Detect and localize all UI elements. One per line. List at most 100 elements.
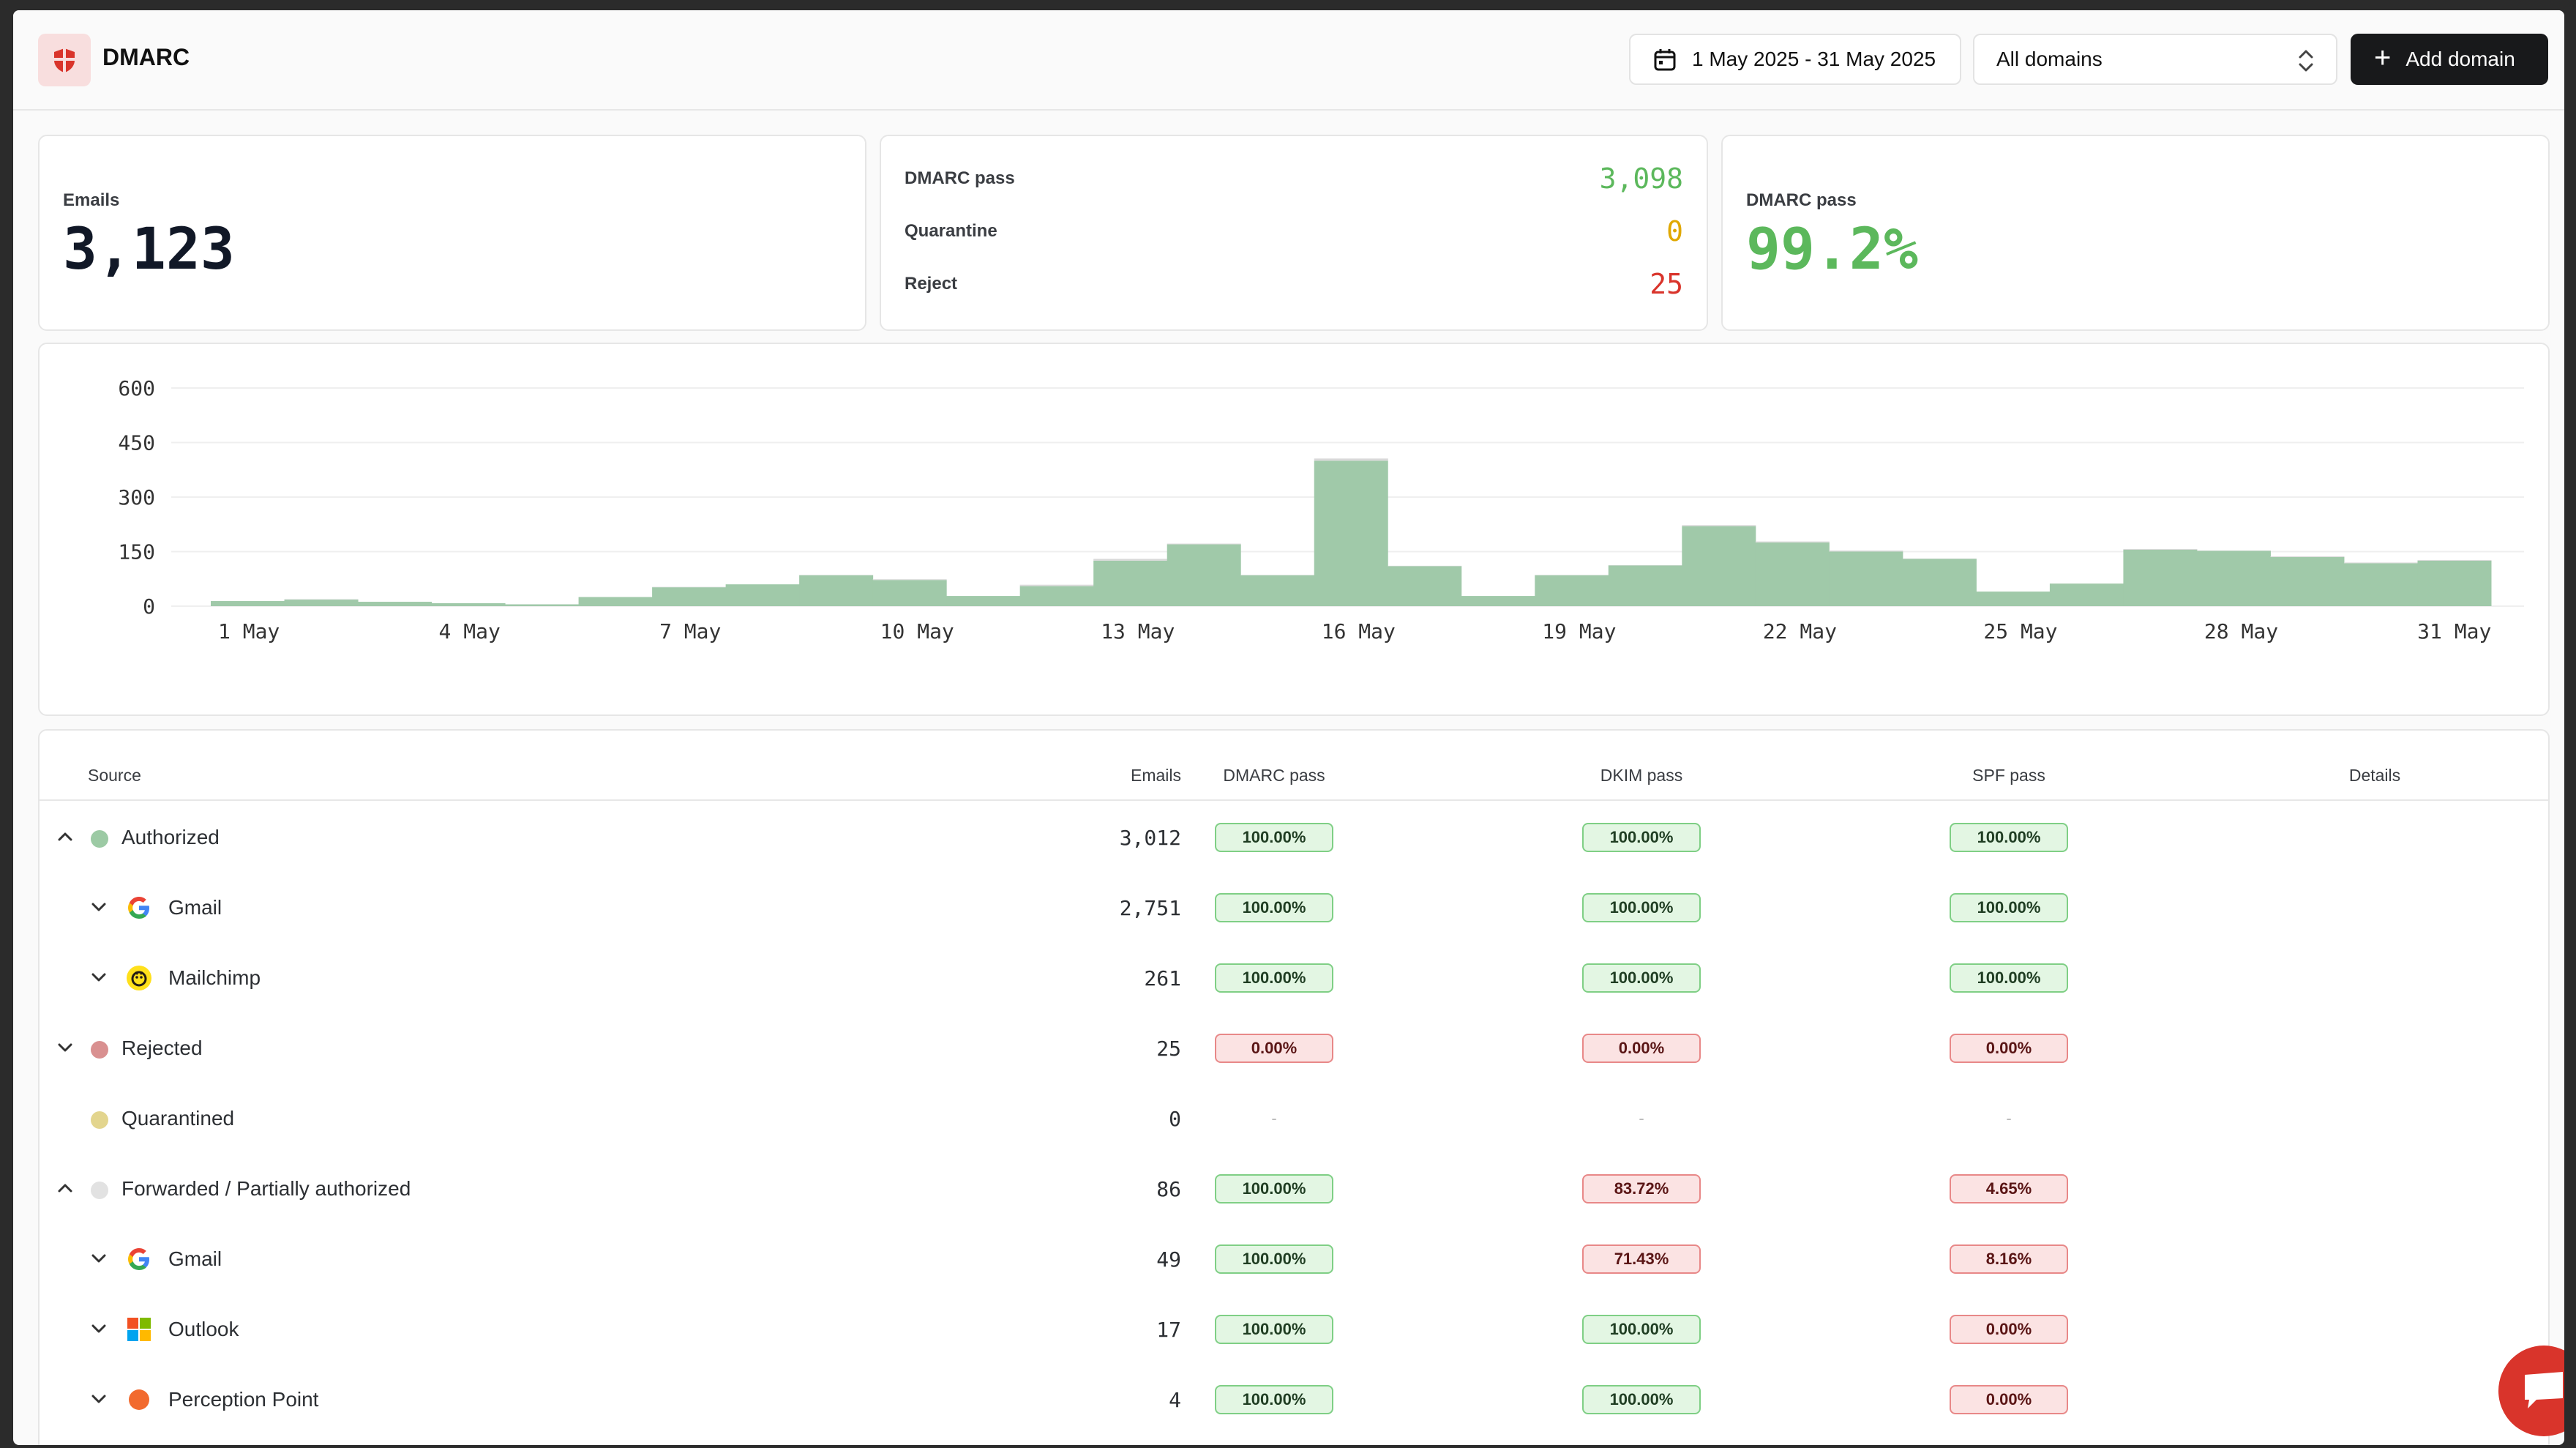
bar-segment[interactable] bbox=[1682, 525, 1756, 526]
dmarc-pass-badge: 100.00% bbox=[1215, 1385, 1333, 1414]
status-dot bbox=[91, 1041, 108, 1059]
breakdown-value: 3,098 bbox=[1599, 163, 1683, 195]
table-row[interactable]: Gmail 49 100.00% 71.43% 8.16% bbox=[40, 1224, 2548, 1294]
bar[interactable] bbox=[1019, 586, 1094, 606]
table-header: Source Emails DMARC pass DKIM pass SPF p… bbox=[40, 731, 2548, 801]
chevron-down-icon[interactable] bbox=[88, 1247, 110, 1273]
google-icon bbox=[126, 895, 152, 921]
x-tick-label: 25 May bbox=[1983, 619, 2057, 643]
bar[interactable] bbox=[2049, 583, 2124, 606]
dmarc-pass-badge: 100.00% bbox=[1215, 823, 1333, 852]
spf-pass-badge: - bbox=[2006, 1109, 2012, 1127]
chevron-up-icon[interactable] bbox=[54, 1177, 76, 1203]
daily-email-chart: 0 150 300 450 600 1 May 4 May 7 May 10 May 13 May… bbox=[38, 343, 2550, 716]
bar-segment[interactable] bbox=[2270, 556, 2345, 557]
source-name: Mailchimp bbox=[168, 966, 261, 989]
bar-segment[interactable] bbox=[1093, 559, 1168, 561]
bar[interactable] bbox=[652, 587, 727, 606]
date-range-picker[interactable]: 1 May 2025 - 31 May 2025 bbox=[1629, 34, 1961, 85]
table-row[interactable]: Mailchimp 261 100.00% 100.00% 100.00% bbox=[40, 943, 2548, 1013]
bar-segment[interactable] bbox=[2123, 549, 2198, 551]
domain-select[interactable]: All domains bbox=[1973, 34, 2337, 85]
breakdown-value: 25 bbox=[1650, 268, 1683, 300]
bar[interactable] bbox=[1976, 591, 2051, 606]
bar-segment[interactable] bbox=[872, 579, 947, 581]
bar[interactable] bbox=[431, 603, 506, 606]
breakdown-card: DMARC pass 3,098 Quarantine 0 Reject 25 bbox=[880, 135, 1708, 331]
bar-segment[interactable] bbox=[1314, 458, 1388, 461]
table-row[interactable]: Rejected 25 0.00% 0.00% 0.00% bbox=[40, 1013, 2548, 1083]
bar[interactable] bbox=[1535, 575, 1609, 606]
bar[interactable] bbox=[1902, 559, 1977, 606]
bar[interactable] bbox=[1240, 575, 1315, 606]
bar[interactable] bbox=[946, 596, 1021, 606]
bar[interactable] bbox=[578, 597, 653, 606]
chevron-down-icon[interactable] bbox=[88, 1318, 110, 1343]
pass-rate-label: DMARC pass bbox=[1746, 190, 1857, 210]
bar[interactable] bbox=[1608, 565, 1682, 606]
y-tick-label: 150 bbox=[118, 540, 155, 564]
dkim-pass-badge: 100.00% bbox=[1582, 823, 1701, 852]
x-tick-label: 19 May bbox=[1542, 619, 1616, 643]
chat-widget-button[interactable] bbox=[2498, 1346, 2564, 1436]
table-row[interactable]: Gmail 2,751 100.00% 100.00% 100.00% bbox=[40, 873, 2548, 943]
bar[interactable] bbox=[2196, 551, 2271, 606]
breakdown-row-reject: Reject 25 bbox=[905, 268, 1683, 300]
email-count: 3,012 bbox=[1119, 826, 1181, 850]
bar[interactable] bbox=[725, 584, 800, 606]
bar-segment[interactable] bbox=[2417, 559, 2492, 561]
chevron-down-icon[interactable] bbox=[88, 1388, 110, 1414]
bar[interactable] bbox=[1314, 460, 1388, 606]
bar[interactable] bbox=[1682, 526, 1756, 606]
email-count: 0 bbox=[1169, 1107, 1181, 1131]
table-row[interactable]: Perception Point 4 100.00% 100.00% 0.00% bbox=[40, 1365, 2548, 1435]
table-row[interactable]: Outlook 17 100.00% 100.00% 0.00% bbox=[40, 1294, 2548, 1365]
bar-segment[interactable] bbox=[1019, 584, 1094, 586]
bar[interactable] bbox=[1093, 560, 1168, 606]
table-row[interactable]: Forwarded / Partially authorized 86 100.00… bbox=[40, 1154, 2548, 1224]
bar[interactable] bbox=[2417, 560, 2492, 606]
dmarc-logo bbox=[38, 34, 91, 86]
bar[interactable] bbox=[2270, 556, 2345, 606]
bar[interactable] bbox=[505, 604, 580, 606]
email-count: 4 bbox=[1169, 1388, 1181, 1412]
dmarc-pass-badge: 100.00% bbox=[1215, 1244, 1333, 1274]
bar[interactable] bbox=[358, 602, 433, 606]
source-name: Forwarded / Partially authorized bbox=[121, 1177, 411, 1200]
spf-pass-badge: 100.00% bbox=[1950, 893, 2068, 922]
chevron-down-icon[interactable] bbox=[88, 966, 110, 992]
y-tick-label: 600 bbox=[118, 376, 155, 400]
bar[interactable] bbox=[872, 580, 947, 606]
table-row[interactable]: Authorized 3,012 100.00% 100.00% 100.00% bbox=[40, 802, 2548, 873]
chevron-up-icon[interactable] bbox=[54, 826, 76, 851]
domain-select-value: All domains bbox=[1996, 48, 2103, 70]
bar-segment[interactable] bbox=[1167, 543, 1241, 545]
bar-segment[interactable] bbox=[2343, 562, 2418, 564]
add-domain-button[interactable]: + Add domain bbox=[2351, 34, 2548, 85]
bar[interactable] bbox=[2123, 550, 2198, 606]
chevron-down-icon[interactable] bbox=[54, 1037, 76, 1062]
source-name: Quarantined bbox=[121, 1107, 235, 1130]
column-dkim-pass: DKIM pass bbox=[1600, 766, 1683, 785]
perception-point-icon bbox=[126, 1387, 152, 1413]
bar[interactable] bbox=[1388, 566, 1462, 606]
bar[interactable] bbox=[211, 601, 285, 606]
bar[interactable] bbox=[1755, 542, 1830, 606]
bar[interactable] bbox=[1167, 544, 1241, 606]
chevron-down-icon[interactable] bbox=[88, 896, 110, 922]
x-tick-label: 4 May bbox=[439, 619, 501, 643]
dmarc-pass-badge: 0.00% bbox=[1215, 1034, 1333, 1063]
bar[interactable] bbox=[799, 575, 874, 606]
column-emails: Emails bbox=[1130, 766, 1181, 785]
y-tick-label: 0 bbox=[143, 594, 155, 619]
bar[interactable] bbox=[1829, 551, 1903, 607]
emails-total: 3,123 bbox=[63, 217, 235, 283]
mailchimp-icon bbox=[126, 965, 152, 991]
table-row[interactable]: Quarantined 0 - - - bbox=[40, 1083, 2548, 1154]
bar[interactable] bbox=[284, 600, 359, 606]
bar[interactable] bbox=[2343, 563, 2418, 606]
dkim-pass-badge: 0.00% bbox=[1582, 1034, 1701, 1063]
source-name: Perception Point bbox=[168, 1388, 319, 1411]
bar[interactable] bbox=[1461, 596, 1535, 606]
source-name: Rejected bbox=[121, 1037, 203, 1059]
